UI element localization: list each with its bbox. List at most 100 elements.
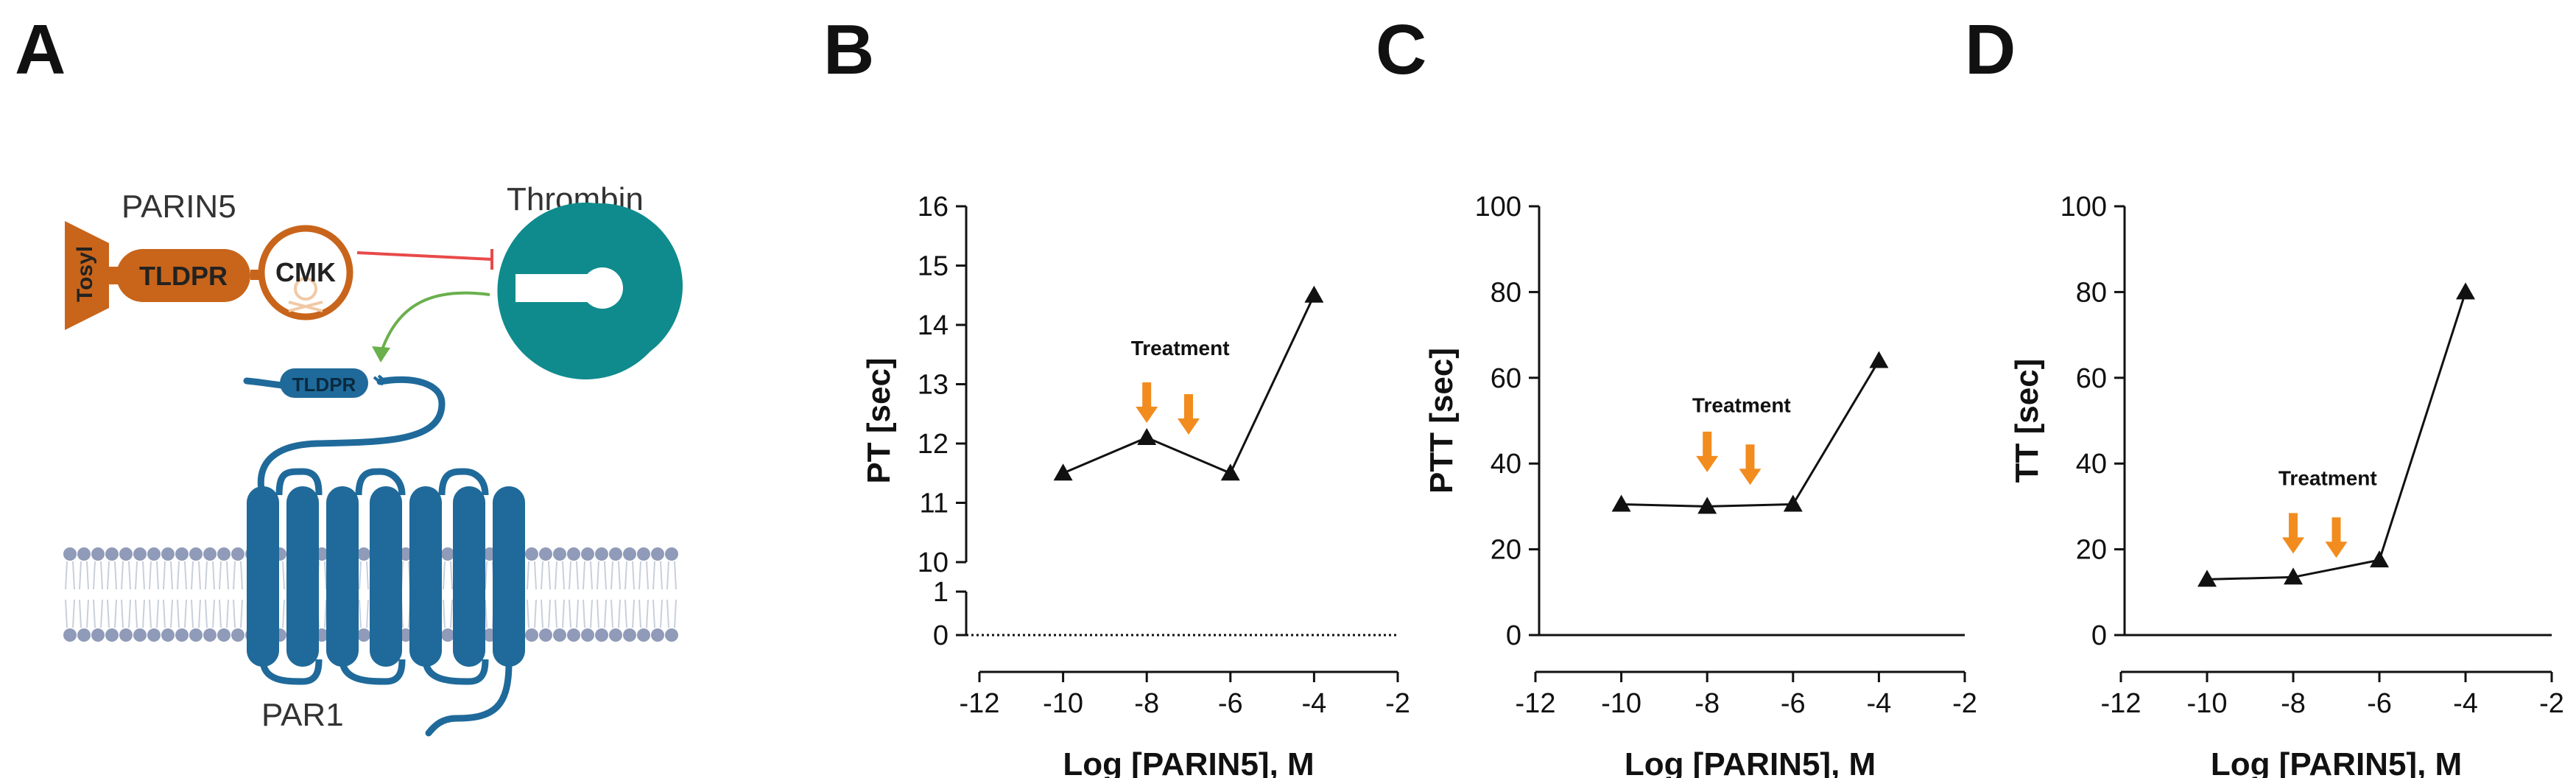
- lipid-head-bottom: [203, 628, 217, 642]
- lipid-head-top: [119, 547, 133, 561]
- lipid-head-top: [203, 547, 217, 561]
- lipid-tail-bottom: [569, 599, 579, 628]
- lipid-tail-top: [527, 561, 537, 590]
- schematic-parin5-par1: PARIN5 Tosyl TLDPR CMK: [63, 181, 683, 737]
- treatment-label: Treatment: [1131, 337, 1230, 360]
- lipid-tail-bottom: [597, 599, 607, 628]
- lipid-tail-top: [93, 561, 103, 590]
- lipid-tail-top: [541, 561, 551, 590]
- chart-pt: 10 11 12 13 14 15 16 0 1 -12 -10 -8 -6 -4 -2 Treatment L…: [861, 192, 1410, 778]
- lipid-tail-bottom: [624, 599, 635, 628]
- lipid-head-top: [665, 547, 678, 561]
- lipid-head-top: [77, 547, 91, 561]
- lipid-tail-bottom: [191, 599, 201, 628]
- lipid-head-bottom: [357, 628, 370, 642]
- y-axis-title: TT [sec]: [2009, 359, 2045, 483]
- lipid-tail-bottom: [443, 599, 453, 628]
- x-tick-label: -12: [2101, 688, 2142, 719]
- lipid-tail-top: [597, 561, 607, 590]
- lipid-head-bottom: [231, 628, 244, 642]
- lipid-head-top: [133, 547, 147, 561]
- y-tick-label: 40: [1491, 449, 1521, 480]
- lipid-tail-bottom: [219, 599, 229, 628]
- lipid-tail-bottom: [638, 599, 649, 628]
- parin5-molecule: Tosyl TLDPR CMK: [65, 221, 353, 330]
- lipid-tail-bottom: [359, 599, 369, 628]
- lipid-tail-bottom: [107, 599, 117, 628]
- lipid-tail-top: [219, 561, 229, 590]
- y-tick-label: 60: [2076, 363, 2107, 394]
- y-tick-label: 40: [2076, 449, 2107, 480]
- x-tick-label: -2: [1952, 688, 1977, 719]
- y-tick-label: 80: [1491, 277, 1521, 308]
- lipid-head-bottom: [441, 628, 454, 642]
- y-tick-label: 11: [920, 488, 949, 519]
- lipid-head-bottom: [161, 628, 175, 642]
- y-tick-label: 0: [1506, 620, 1521, 651]
- y-tick-label: 13: [918, 370, 949, 401]
- lipid-head-bottom: [147, 628, 161, 642]
- treatment-label: Treatment: [2278, 466, 2377, 489]
- data-point: [2370, 550, 2389, 568]
- lipid-head-top: [161, 547, 175, 561]
- lipid-tail-bottom: [121, 599, 131, 628]
- data-point: [1053, 463, 1073, 481]
- receptor-tldpr-label: TLDPR: [292, 374, 356, 396]
- lipid-head-bottom: [553, 628, 566, 642]
- x-tick-label: -12: [1516, 688, 1556, 719]
- treatment-arrow: [1178, 394, 1200, 435]
- lipid-head-top: [105, 547, 119, 561]
- x-tick-label: -6: [2367, 688, 2392, 719]
- y-tick-label: 1: [933, 577, 949, 608]
- lipid-head-top: [231, 547, 244, 561]
- x-tick-label: -12: [960, 688, 1000, 719]
- lipid-head-top: [651, 547, 664, 561]
- lipid-tail-bottom: [149, 599, 159, 628]
- lipid-head-top: [539, 547, 552, 561]
- lipid-tail-top: [666, 561, 677, 590]
- data-point: [2197, 570, 2217, 587]
- lipid-head-bottom: [399, 628, 412, 642]
- treatment-arrow: [2282, 513, 2304, 554]
- x-axis-title: Log [PARIN5], M: [1063, 746, 1314, 778]
- x-tick-label: -4: [2453, 688, 2478, 719]
- treatment-arrow: [1696, 431, 1719, 472]
- lipid-tail-top: [121, 561, 131, 590]
- cmk-label: CMK: [275, 257, 336, 287]
- lipid-tail-top: [65, 561, 75, 590]
- lipid-tail-bottom: [652, 599, 663, 628]
- lipid-tail-bottom: [65, 599, 75, 628]
- x-tick-label: -4: [1867, 688, 1892, 719]
- tosyl-group: [65, 221, 109, 330]
- lipid-tail-top: [569, 561, 579, 590]
- lipid-tail-top: [638, 561, 649, 590]
- lipid-tail-top: [107, 561, 117, 590]
- lipid-head-bottom: [133, 628, 147, 642]
- data-point: [1783, 494, 1803, 512]
- lipid-tail-top: [205, 561, 215, 590]
- lipid-tail-top: [401, 561, 411, 590]
- chart-tt: 0 20 40 60 80 100 -12 -10 -8 -6 -4 -2 Treatment Log […: [2009, 192, 2564, 778]
- lipid-head-bottom: [77, 628, 91, 642]
- lipid-tail-bottom: [610, 599, 621, 628]
- y-tick-label: 10: [918, 547, 949, 578]
- x-tick-label: -10: [1043, 688, 1083, 719]
- lipid-head-top: [581, 547, 594, 561]
- lipid-tail-top: [443, 561, 453, 590]
- panel-letter-d: D: [1965, 10, 2016, 89]
- lipid-tail-bottom: [401, 599, 411, 628]
- lipid-tail-top: [163, 561, 173, 590]
- cmk-group: [258, 225, 353, 320]
- treatment-arrow: [1739, 444, 1762, 486]
- data-point: [2456, 282, 2475, 300]
- y-tick-label: 20: [2076, 535, 2107, 566]
- lipid-head-top: [217, 547, 230, 561]
- lipid-head-bottom: [651, 628, 664, 642]
- lipid-tail-top: [191, 561, 201, 590]
- y-tick-label: 20: [1491, 535, 1521, 566]
- y-tick-label: 60: [1491, 363, 1521, 394]
- x-tick-label: -10: [1601, 688, 1641, 719]
- lipid-tail-bottom: [79, 599, 89, 628]
- y-axis-title: PT [sec]: [861, 357, 897, 483]
- lipid-tail-bottom: [163, 599, 173, 628]
